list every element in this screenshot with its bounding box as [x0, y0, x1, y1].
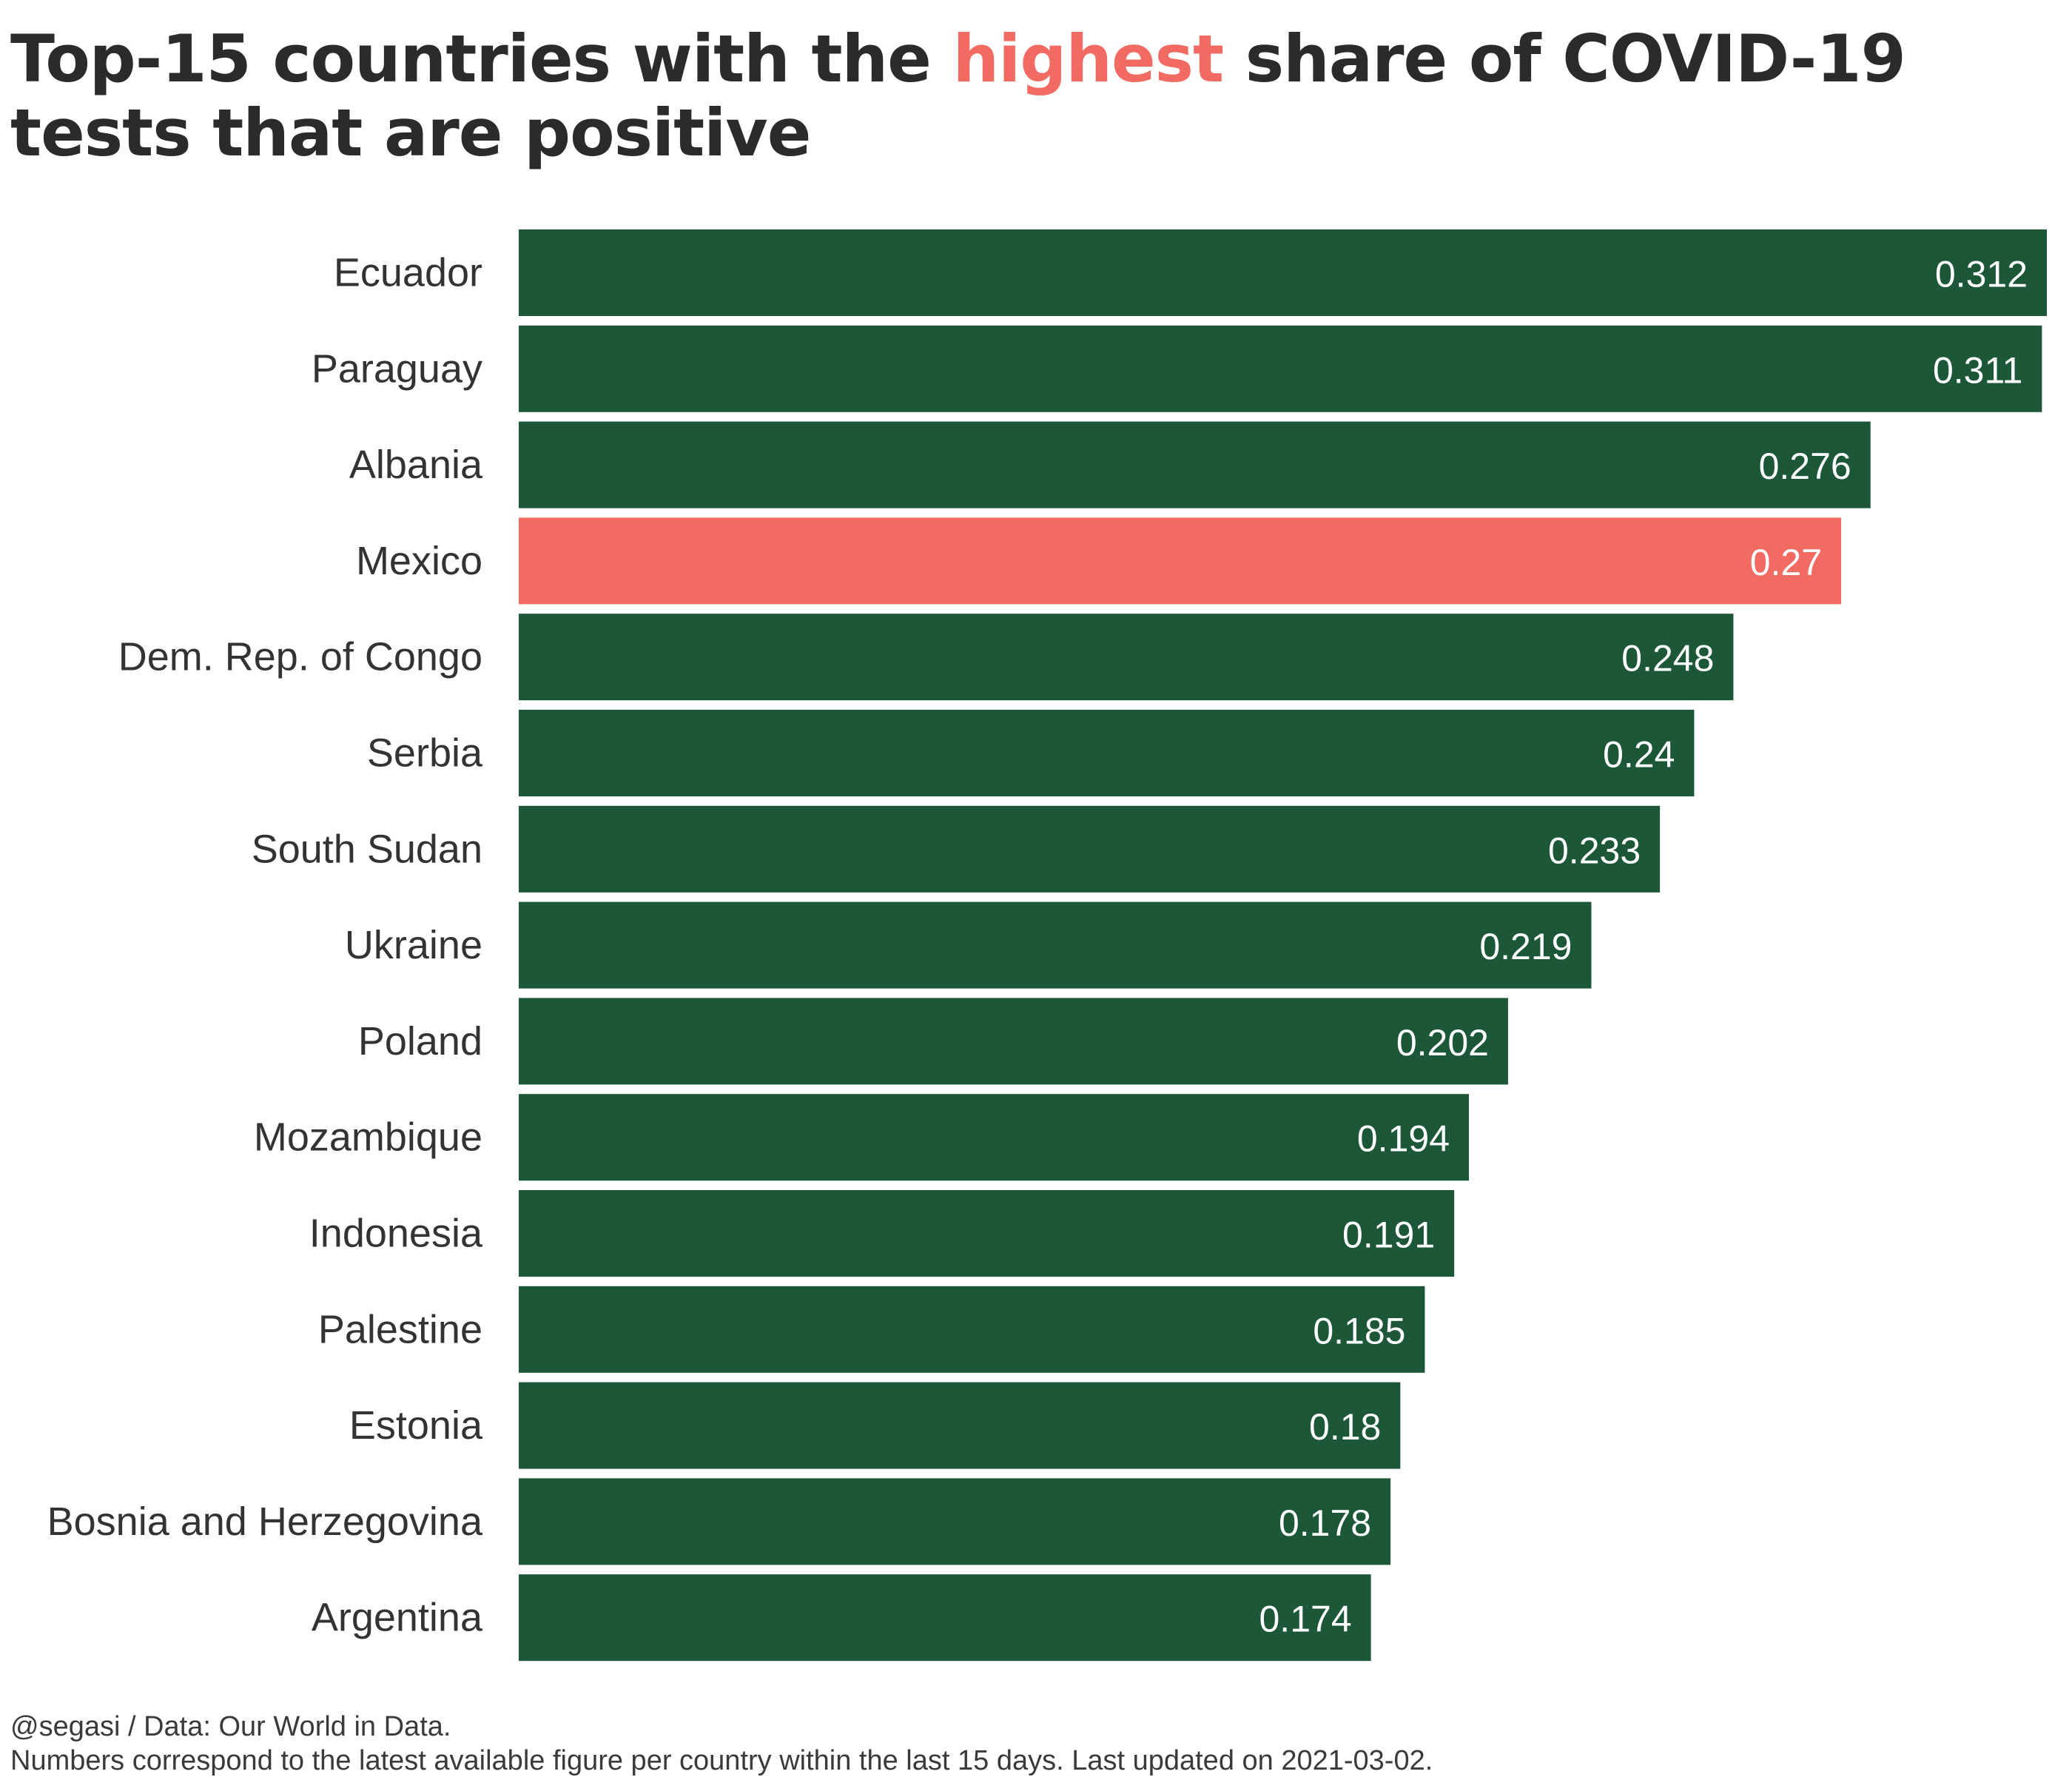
chart-title: Top-15 countries with the highest share … — [10, 22, 2053, 170]
category-label-dem-rep-of-congo: Dem. Rep. of Congo — [118, 635, 482, 679]
bar-albania — [519, 421, 1871, 508]
title-text-start: Top-15 countries with the — [10, 21, 953, 97]
title-text-end: share of COVID-19 tests that are positiv… — [10, 21, 1906, 171]
category-label-paraguay: Paraguay — [312, 346, 482, 391]
labels-layer: Ecuador 0.312 Paraguay 0.311 Albania 0.276 Mex… — [47, 251, 2028, 1640]
category-label-south-sudan: South Sudan — [252, 827, 482, 871]
value-label-poland: 0.202 — [1396, 1022, 1489, 1064]
category-label-ecuador: Ecuador — [334, 251, 482, 295]
value-label-ukraine: 0.219 — [1479, 926, 1572, 967]
value-label-bosnia-and-herzegovina: 0.178 — [1279, 1502, 1371, 1544]
footer-note: Numbers correspond to the latest availab… — [10, 1745, 1433, 1776]
bar-mozambique — [519, 1094, 1470, 1181]
bar-argentina — [519, 1574, 1371, 1662]
bar-paraguay — [519, 325, 2042, 412]
category-label-ukraine: Ukraine — [345, 923, 482, 967]
value-label-indonesia: 0.191 — [1342, 1215, 1435, 1256]
value-label-south-sudan: 0.233 — [1548, 830, 1641, 871]
bar-bosnia-and-herzegovina — [519, 1478, 1391, 1565]
bar-poland — [519, 998, 1508, 1085]
category-label-mozambique: Mozambique — [254, 1115, 482, 1160]
category-label-bosnia-and-herzegovina: Bosnia and Herzegovina — [47, 1499, 483, 1544]
category-label-mexico: Mexico — [356, 539, 482, 583]
bar-indonesia — [519, 1190, 1455, 1277]
value-label-paraguay: 0.311 — [1933, 349, 2022, 391]
value-label-mexico: 0.27 — [1750, 542, 1822, 583]
value-label-mozambique: 0.194 — [1357, 1118, 1450, 1160]
bar-ecuador — [519, 229, 2047, 316]
bar-south-sudan — [519, 805, 1661, 893]
bar-dem-rep-of-congo — [519, 614, 1734, 701]
value-label-estonia: 0.18 — [1309, 1406, 1381, 1448]
value-label-albania: 0.276 — [1759, 446, 1851, 487]
category-label-albania: Albania — [349, 443, 483, 487]
category-label-serbia: Serbia — [367, 731, 483, 776]
category-label-poland: Poland — [358, 1019, 482, 1064]
category-label-argentina: Argentina — [312, 1596, 483, 1640]
value-label-dem-rep-of-congo: 0.248 — [1621, 638, 1714, 679]
bar-ukraine — [519, 901, 1592, 989]
category-label-indonesia: Indonesia — [309, 1212, 483, 1256]
category-label-estonia: Estonia — [349, 1403, 483, 1448]
bars-layer — [519, 229, 2047, 1662]
category-label-palestine: Palestine — [318, 1307, 482, 1351]
value-label-ecuador: 0.312 — [1935, 254, 2028, 295]
bar-estonia — [519, 1382, 1401, 1469]
value-label-serbia: 0.24 — [1603, 734, 1675, 776]
value-label-palestine: 0.185 — [1313, 1310, 1405, 1351]
value-label-argentina: 0.174 — [1259, 1599, 1352, 1640]
bar-serbia — [519, 710, 1695, 796]
footer-source: @segasi / Data: Our World in Data. — [10, 1711, 451, 1742]
bar-mexico — [519, 517, 1842, 605]
bar-palestine — [519, 1286, 1425, 1373]
title-highlight-word: highest — [952, 21, 1225, 97]
